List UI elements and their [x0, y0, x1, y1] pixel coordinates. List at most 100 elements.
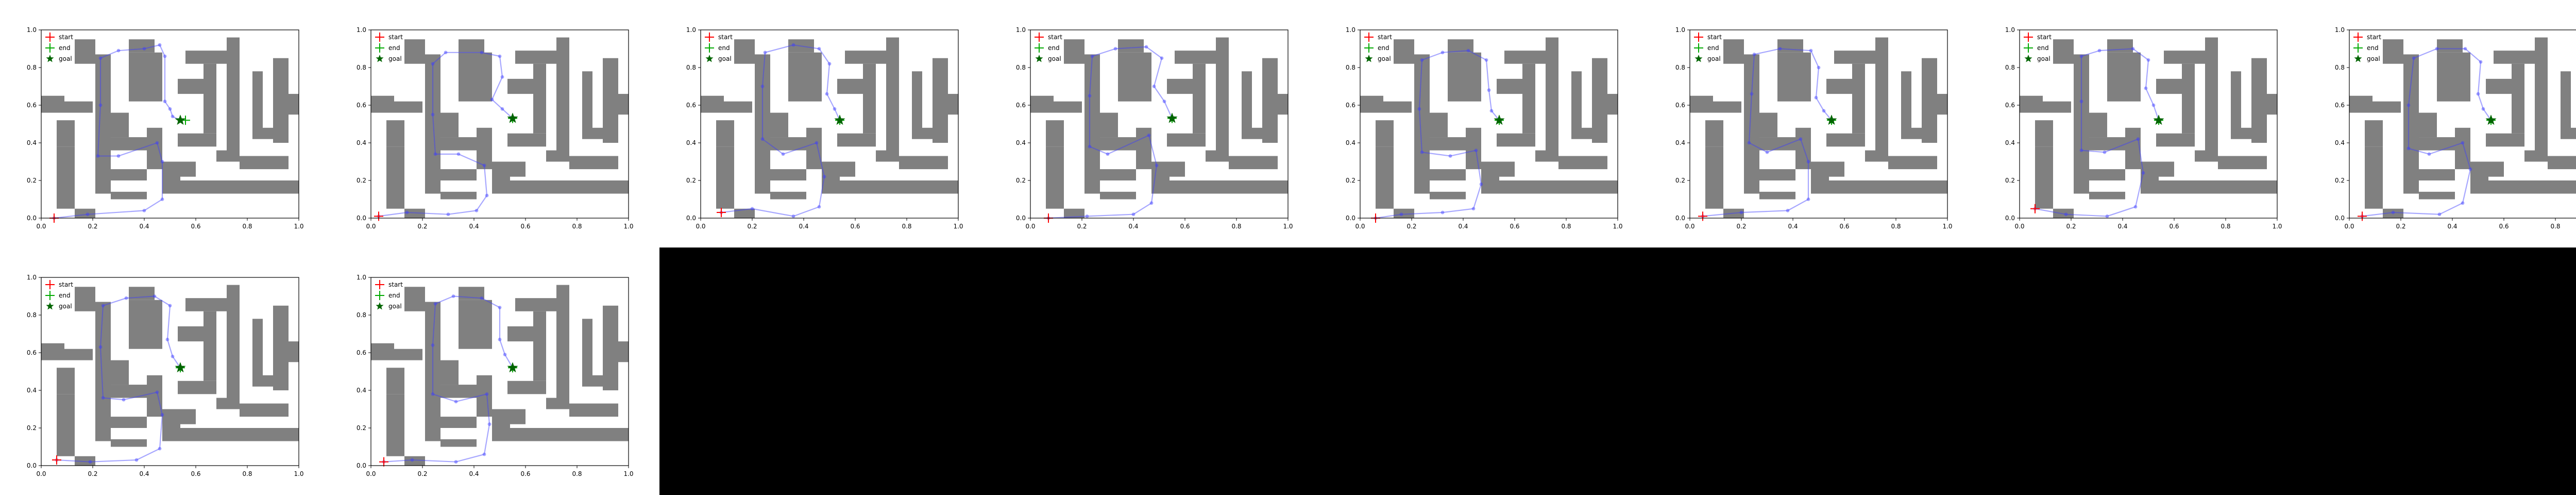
maze-wall-26 [1064, 208, 1084, 218]
maze-wall-26 [1394, 208, 1414, 218]
trajectory-point [96, 154, 100, 158]
x-tick-label: 0.8 [1231, 223, 1241, 230]
trajectory-point [2105, 214, 2109, 218]
x-tick-label: 0.6 [191, 470, 200, 477]
maze-wall-16 [845, 51, 886, 64]
y-tick-label: 1.0 [357, 274, 366, 281]
x-tick-label: 0.2 [88, 470, 97, 477]
maze-wall-9 [1448, 52, 1481, 102]
maze-wall-16 [1834, 51, 1875, 64]
maze-wall-22 [592, 375, 603, 387]
maze-wall-18 [2205, 37, 2218, 162]
x-tick-label: 0.8 [2550, 223, 2560, 230]
legend-goal-label: goal [2037, 55, 2050, 62]
figure-row-2: 0.0 0.2 0.4 0.6 0.8 1.0 0.0 0.2 0.4 0.6 0.8 1.0 star… [0, 248, 659, 495]
maze-wall-11 [806, 127, 822, 170]
y-tick-label: 0.2 [1675, 177, 1685, 184]
maze-wall-2 [1376, 120, 1394, 147]
maze-wall-15 [2486, 133, 2524, 147]
maze-wall-23 [1535, 150, 1546, 162]
maze-wall-19 [1888, 156, 1937, 170]
goal-marker [834, 114, 845, 125]
trajectory-point [2468, 167, 2472, 171]
trajectory-point [116, 154, 121, 158]
maze-wall-14 [2156, 78, 2182, 94]
goal-marker [507, 362, 518, 373]
maze-wall-7 [111, 417, 147, 428]
y-tick-label: 0.4 [1016, 139, 1026, 146]
x-tick-label: 0.2 [2066, 223, 2076, 230]
trajectory-point [490, 97, 494, 102]
legend-start-label: start [1378, 34, 1392, 41]
trajectory-point [2435, 47, 2439, 51]
maze-wall-13 [2488, 180, 2576, 194]
trajectory-point [2131, 47, 2135, 51]
maze-walls [371, 37, 629, 218]
maze-wall-18 [886, 37, 899, 162]
trajectory-point [433, 302, 437, 306]
x-tick-label: 0.8 [242, 470, 252, 477]
trajectory-line [54, 44, 181, 219]
maze-plot-2: 0.0 0.2 0.4 0.6 0.8 1.0 0.0 0.2 0.4 0.6 0.8 1.0 star… [357, 26, 634, 230]
trajectory-point [1487, 88, 1491, 92]
y-tick-label: 0.8 [357, 311, 366, 319]
legend-start-label: start [59, 34, 73, 41]
maze-wall-27 [1100, 112, 1118, 138]
maze-wall-23 [2524, 150, 2535, 162]
maze-wall-0 [2349, 95, 2372, 113]
maze-wall-22 [2571, 127, 2576, 139]
trajectory-point [1752, 53, 1756, 56]
maze-wall-12 [2141, 161, 2159, 194]
legend-end-label: end [2367, 44, 2379, 52]
maze-wall-24 [180, 409, 196, 424]
x-tick-label: 0.4 [1788, 223, 1798, 230]
maze-plot-4: 0.0 0.2 0.4 0.6 0.8 1.0 0.0 0.2 0.4 0.6 0.8 1.0 star… [1016, 26, 1293, 230]
maze-wall-16 [1504, 51, 1546, 64]
maze-wall-27 [440, 112, 459, 138]
legend-start-marker [1035, 32, 1044, 42]
x-tick-label: 0.8 [1561, 223, 1571, 230]
maze-wall-3 [57, 146, 75, 209]
maze-wall-13 [840, 180, 958, 194]
maze-wall-15 [1497, 133, 1535, 147]
maze-plot-7: 0.0 0.2 0.4 0.6 0.8 1.0 0.0 0.2 0.4 0.6 0.8 1.0 star… [2005, 26, 2282, 230]
trajectory-point [2064, 212, 2068, 217]
trajectory-point [124, 296, 128, 300]
trajectory-line [383, 295, 513, 463]
trajectory-point [763, 51, 767, 55]
y-tick-label: 0.6 [1675, 102, 1685, 109]
goal-marker [1494, 114, 1505, 125]
trajectory-point [2412, 56, 2416, 60]
trajectory-point [498, 338, 502, 341]
y-tick-label: 0.6 [357, 349, 366, 356]
maze-wall-17 [2512, 63, 2524, 134]
y-tick-label: 0.4 [27, 387, 37, 394]
maze-wall-21 [273, 58, 289, 143]
maze-wall-20 [1901, 71, 1911, 139]
x-tick-label: 1.0 [2272, 223, 2282, 230]
maze-wall-14 [507, 78, 533, 94]
axis-ticks: 0.0 0.2 0.4 0.6 0.8 1.0 0.0 0.2 0.4 0.6 0.8 1.0 [357, 274, 634, 477]
trajectory-point [98, 56, 103, 60]
legend-end-marker [375, 291, 384, 300]
maze-wall-5 [2074, 54, 2089, 194]
trajectory-point [1152, 85, 1156, 88]
legend: start end goal [375, 32, 403, 62]
maze-wall-11 [147, 375, 162, 417]
trajectory-point [2103, 150, 2107, 154]
legend-start-label: start [1048, 34, 1062, 41]
maze-wall-17 [204, 311, 216, 381]
maze-walls [1360, 37, 1618, 218]
maze-wall-27 [1430, 112, 1448, 138]
trajectory-point [88, 460, 92, 464]
y-tick-label: 0.6 [1346, 102, 1355, 109]
x-tick-label: 0.2 [88, 223, 97, 230]
maze-wall-5 [1744, 54, 1759, 194]
trajectory-point [1147, 134, 1151, 137]
maze-wall-23 [546, 398, 556, 409]
maze-wall-14 [1826, 78, 1852, 94]
y-tick-label: 1.0 [2005, 26, 2015, 34]
x-tick-label: 1.0 [1613, 223, 1622, 230]
legend-goal-marker [1035, 55, 1043, 62]
x-tick-label: 1.0 [294, 470, 303, 477]
